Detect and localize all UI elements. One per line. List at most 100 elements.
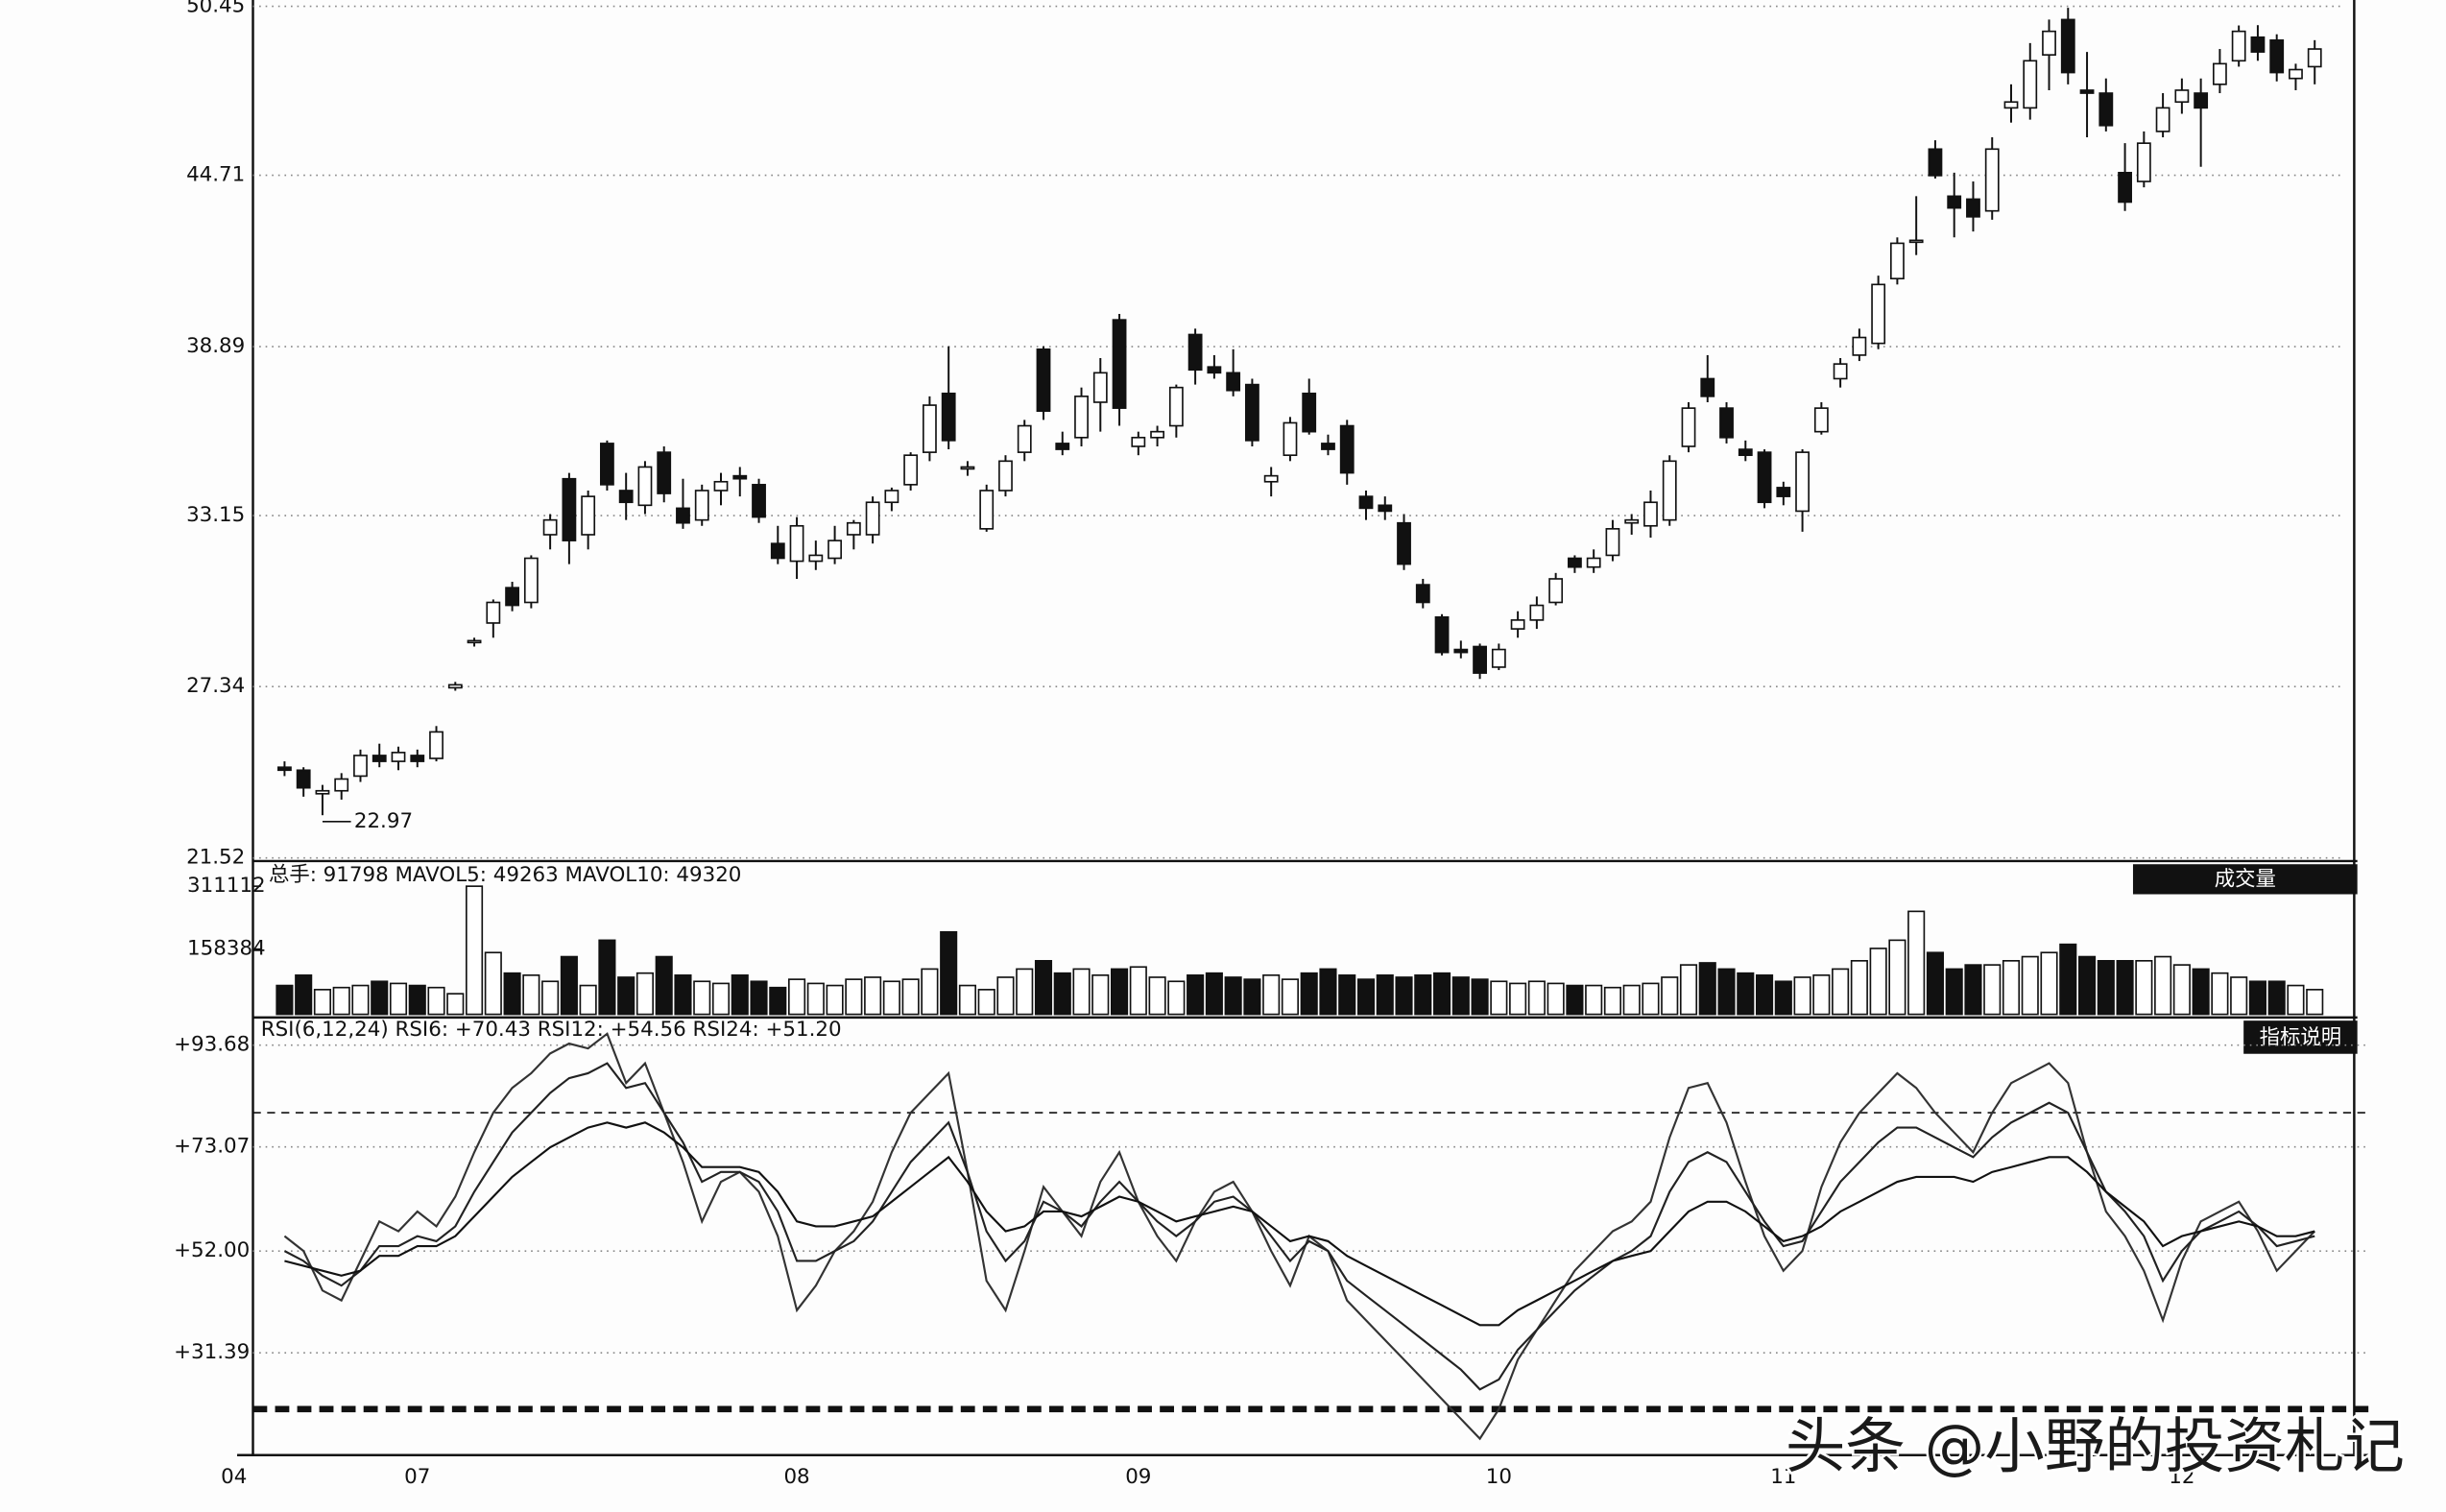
volume-bar [1888,939,1906,1016]
y-tick-label: 21.52 [186,846,245,870]
volume-bar [635,972,654,1016]
volume-bar [332,986,350,1016]
candle-body [2250,36,2266,53]
volume-bar [371,980,389,1016]
candle-body [998,460,1013,492]
volume-bar [1585,984,1603,1016]
volume-bar [1111,968,1129,1016]
candle-body [1966,198,1980,218]
volume-bar [1737,972,1755,1016]
candle-body [1131,436,1146,447]
candle-body [1168,386,1184,427]
candle-body [884,490,899,504]
candle-body [600,443,614,486]
candle-body [941,392,956,442]
volume-bar [1395,976,1413,1016]
volume-bar [769,986,787,1016]
volume-bar [826,984,844,1016]
candle-body [2231,30,2246,62]
volume-bar [693,980,711,1016]
volume-bar [2267,980,2286,1016]
volume-bar [2059,943,2077,1016]
candle-body [1928,148,1943,177]
volume-bar [845,978,863,1016]
indicator-button[interactable]: 指标说明 [2260,1025,2342,1049]
candle-body [713,480,729,492]
candle-body [732,474,748,480]
volume-bar [1319,968,1337,1016]
volume-bar [1167,980,1186,1016]
candle-body [618,490,634,504]
rsi-line [283,1062,2315,1391]
candle-body [808,554,824,563]
candle-body [1397,521,1411,565]
candle-body [2136,142,2151,182]
x-tick-label: 04 [221,1465,247,1489]
candle-body [1187,333,1203,372]
volume-bar [1509,982,1527,1016]
volume-bar [1490,980,1508,1016]
candle-body [1453,648,1469,654]
volume-bar [711,982,731,1016]
volume-bar [1224,976,1242,1016]
rsi-line [284,1121,2315,1327]
volume-bar [1471,978,1489,1016]
volume-bar [1243,978,1261,1016]
volume-bar [788,978,806,1016]
volume-bar [2230,976,2248,1016]
candle-body [1036,348,1051,413]
candle-body [2079,89,2095,94]
volume-bar [1433,972,1451,1016]
volume-bar [446,993,465,1016]
y-tick-label: 33.15 [186,503,245,527]
candle-body [1662,460,1677,521]
volume-bar [674,974,692,1016]
volume-bar [1205,972,1223,1016]
candle-body [429,731,444,759]
volume-bar [503,972,521,1016]
volume-bar [2021,955,2039,1016]
volume-bar [2211,972,2229,1016]
volume-bar [2154,955,2172,1016]
candle-body [789,524,804,563]
candle-body [923,404,937,453]
volume-bar [1566,984,1584,1016]
candle-body [694,490,709,521]
candle-body [827,540,842,560]
indicator-button-box[interactable] [2243,1020,2358,1054]
candle-body [865,501,880,536]
candle-body [447,684,463,689]
volume-bar [1072,968,1091,1016]
volume-bar [1187,974,1205,1016]
volume-bar [996,976,1015,1016]
candle-body [1491,648,1506,668]
volume-bar [2306,989,2324,1016]
candle-body [637,466,653,507]
candle-body [486,601,501,624]
candle-body [1263,474,1279,483]
candle-body [2269,39,2285,74]
candle-body [979,490,995,530]
candle-body [2042,30,2056,56]
volume-bar [1527,980,1546,1016]
y-tick-label: +52.00 [174,1238,250,1262]
volume-bar [351,984,370,1016]
volume-bar [598,939,616,1016]
candle-body [1510,619,1525,630]
candle-body [1719,407,1734,439]
volume-bar [1338,974,1356,1016]
volume-bar [1679,964,1698,1016]
volume-bar [1850,960,1868,1016]
candle-body [1378,504,1393,513]
volume-bar [1376,974,1394,1016]
candle-body [2289,68,2303,80]
candle-body [410,755,425,762]
x-tick-label: 08 [783,1465,809,1489]
candle-body [1776,487,1791,497]
y-tick-label: 27.34 [186,674,245,698]
volume-header: 总手: 91798 MAVOL5: 49263 MAVOL10: 49320 [269,863,741,887]
volume-bar [1451,976,1470,1016]
candle-body [1245,383,1259,442]
